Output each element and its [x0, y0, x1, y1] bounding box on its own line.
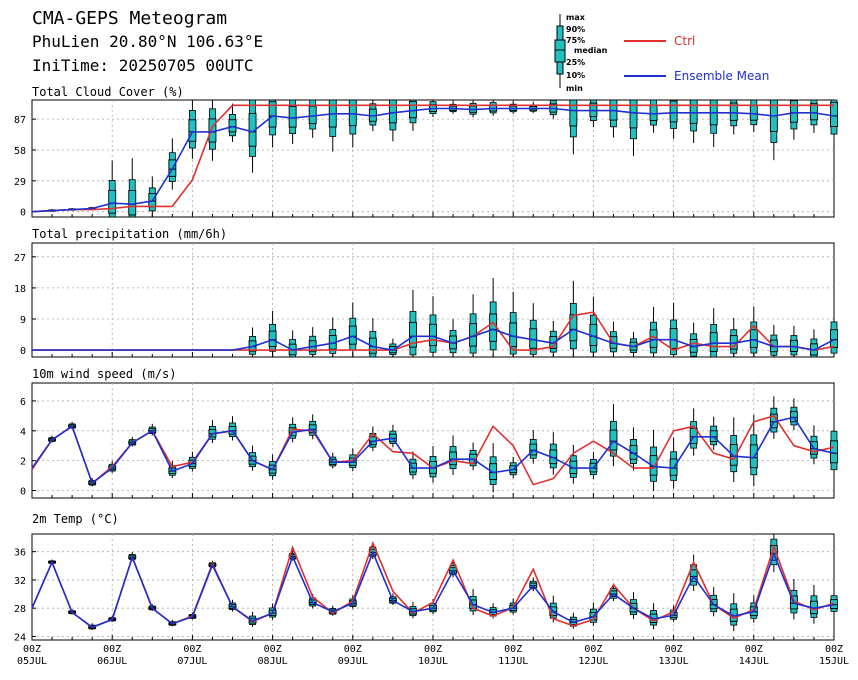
y-tick-label: 28	[14, 604, 26, 615]
legend-box-label: 25%	[566, 58, 585, 67]
x-tick-label-date: 09JUL	[338, 656, 368, 667]
ctrl-line-0	[31, 104, 834, 213]
box-inner	[429, 323, 437, 347]
x-tick-label-date: 05JUL	[17, 656, 47, 667]
box-inner	[388, 99, 397, 124]
box-inner	[729, 102, 738, 121]
box-inner	[749, 329, 758, 348]
box-inner	[669, 100, 678, 123]
x-tick-label-time: 00Z	[424, 644, 442, 655]
y-tick-label: 36	[14, 548, 26, 559]
x-tick-label-time: 00Z	[745, 644, 763, 655]
chart-title: CMA-GEPS Meteogram	[32, 8, 228, 29]
legend-mean-label: Ensemble Mean	[674, 69, 769, 83]
y-tick-label: 4	[20, 427, 26, 438]
x-tick-label-time: 00Z	[344, 644, 362, 655]
box-inner	[348, 325, 357, 345]
legend-box-label: 90%	[566, 25, 585, 34]
box-inner	[810, 103, 818, 121]
x-tick-label-date: 15JUL	[819, 656, 849, 667]
x-tick-label-time: 00Z	[23, 644, 41, 655]
y-tick-label: 29	[14, 177, 26, 188]
x-tick-label-time: 00Z	[103, 644, 121, 655]
x-tick-label-time: 00Z	[183, 644, 201, 655]
y-tick-label: 87	[14, 115, 26, 126]
x-tick-label-date: 07JUL	[177, 656, 207, 667]
box-inner	[449, 451, 457, 466]
box-inner	[689, 427, 698, 444]
box-inner	[569, 99, 578, 127]
box-inner	[288, 105, 297, 128]
x-tick-label-time: 00Z	[825, 644, 843, 655]
legend-box-inner	[554, 39, 566, 63]
box-inner	[709, 332, 718, 352]
box-inner	[830, 329, 838, 348]
y-tick-label: 9	[20, 315, 26, 326]
y-tick-label: 27	[14, 253, 26, 264]
legend-ctrl-label: Ctrl	[674, 34, 695, 48]
box-inner	[409, 321, 417, 348]
y-tick-label: 18	[14, 284, 26, 295]
box-inner	[489, 313, 498, 342]
box-inner	[830, 440, 838, 464]
y-tick-label: 32	[14, 576, 26, 587]
box-inner	[348, 99, 357, 127]
box-inner	[669, 328, 678, 349]
box-inner	[128, 189, 137, 216]
panel-title-3: 2m Temp (°C)	[32, 512, 119, 526]
panel-title-1: Total precipitation (mm/6h)	[32, 227, 227, 241]
mean-line-2	[31, 416, 835, 485]
box-inner	[689, 99, 698, 124]
panel-title-0: Total Cloud Cover (%)	[32, 85, 184, 99]
y-tick-label: 0	[20, 208, 26, 219]
box-inner	[789, 100, 798, 123]
legend-box-label: min	[566, 84, 583, 93]
x-tick-label-date: 10JUL	[418, 656, 448, 667]
box-inner	[629, 99, 638, 129]
y-tick-label: 6	[20, 397, 26, 408]
box-inner	[308, 105, 317, 125]
x-tick-label-time: 00Z	[264, 644, 282, 655]
y-tick-label: 0	[20, 346, 26, 357]
init-time: IniTime: 20250705 00UTC	[32, 56, 254, 75]
y-tick-label: 0	[20, 487, 26, 498]
x-tick-label-date: 13JUL	[659, 656, 689, 667]
legend-box-label: median	[574, 46, 608, 55]
y-tick-label: 2	[20, 457, 26, 468]
y-tick-label: 24	[14, 632, 26, 643]
legend-box-label: 75%	[566, 36, 585, 45]
box-inner	[830, 101, 838, 127]
x-tick-label-time: 00Z	[584, 644, 602, 655]
y-tick-label: 58	[14, 146, 26, 157]
station-location: PhuLien 20.80°N 106.63°E	[32, 32, 264, 51]
x-tick-label-date: 08JUL	[258, 656, 288, 667]
box-inner	[188, 119, 197, 142]
box-inner	[268, 101, 277, 128]
x-tick-label-date: 06JUL	[97, 656, 127, 667]
x-tick-label-time: 00Z	[665, 644, 683, 655]
box-inner	[108, 189, 117, 214]
x-tick-label-date: 12JUL	[578, 656, 608, 667]
legend-box-label: max	[566, 13, 586, 22]
x-tick-label-date: 11JUL	[498, 656, 528, 667]
x-tick-label-date: 14JUL	[739, 656, 769, 667]
box-inner	[729, 444, 738, 466]
box-inner	[268, 330, 277, 347]
x-tick-label-time: 00Z	[504, 644, 522, 655]
legend-box-label: 10%	[566, 71, 585, 80]
mean-line-3	[31, 550, 835, 629]
mean-line-0	[31, 107, 835, 213]
panel-title-2: 10m wind speed (m/s)	[32, 367, 177, 381]
box-inner	[649, 455, 658, 476]
box-inner	[609, 429, 618, 451]
mean-line-1	[32, 328, 835, 351]
